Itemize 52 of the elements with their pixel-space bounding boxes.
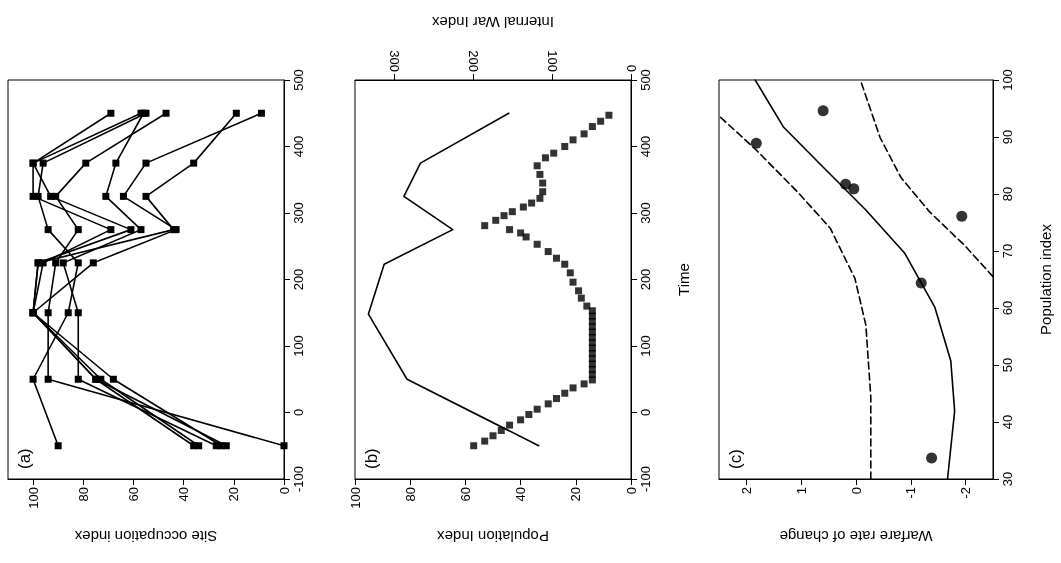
y-tick-label: 100 — [638, 335, 653, 357]
x-tick-label: 80 — [402, 487, 418, 502]
y-tick-label: 400 — [291, 135, 306, 158]
y-tick-label: -100 — [291, 465, 306, 493]
x2-tick-label: 0 — [623, 64, 639, 72]
y-axis-title: Population index — [1037, 223, 1054, 335]
y-tick-label: 500 — [291, 69, 306, 91]
x-axis-title: Site occupation index — [74, 528, 218, 545]
y-tick-label: 300 — [291, 202, 306, 224]
annotation: (a) — [15, 448, 34, 469]
y-tick-label: -100 — [638, 465, 653, 493]
x-tick-label: 20 — [226, 487, 242, 502]
x-tick-label: 1 — [793, 487, 809, 495]
y-tick-label: 100 — [291, 335, 306, 357]
y-tick-label: 50 — [1000, 357, 1015, 373]
y-tick-label: 70 — [1000, 243, 1015, 259]
annotation: (c) — [726, 449, 745, 469]
x-axis-title: Population Index — [436, 528, 549, 545]
x-tick-label: 0 — [848, 487, 864, 495]
x-axis-title: Warfare rate of change — [779, 528, 933, 545]
x2-tick-label: 200 — [465, 50, 481, 72]
y-tick-label: 60 — [1000, 300, 1015, 316]
y-tick-label: 200 — [291, 268, 306, 291]
y-tick-label: 40 — [1000, 414, 1015, 430]
x-tick-label: 40 — [513, 487, 529, 502]
y-tick-label: 400 — [638, 135, 653, 158]
x-tick-label: 100 — [347, 487, 363, 509]
x-tick-label: 100 — [25, 487, 41, 509]
x2-tick-label: 100 — [544, 50, 560, 72]
x-tick-label: 0 — [276, 487, 292, 495]
y-tick-label: 200 — [638, 268, 653, 291]
y-tick-label: 0 — [291, 408, 306, 417]
x-tick-label: -2 — [958, 487, 974, 499]
annotation: (b) — [362, 448, 381, 469]
x2-axis-title: Internal War Index — [431, 14, 554, 31]
x-tick-label: 0 — [623, 487, 639, 495]
y-tick-label: 80 — [1000, 186, 1015, 202]
x-tick-label: 40 — [176, 487, 192, 502]
y-axis-title: Time — [675, 263, 692, 296]
y-tick-label: 0 — [638, 408, 653, 417]
x2-tick-label: 300 — [386, 50, 402, 72]
x-tick-label: 80 — [75, 487, 91, 502]
x-tick-label: 20 — [568, 487, 584, 502]
x-tick-label: 60 — [125, 487, 141, 502]
y-tick-label: 300 — [638, 202, 653, 224]
y-tick-label: 90 — [1000, 129, 1015, 145]
y-tick-label: 30 — [1000, 471, 1015, 487]
x-tick-label: 60 — [457, 487, 473, 502]
x-tick-label: 2 — [738, 487, 754, 495]
y-tick-label: 100 — [1000, 69, 1015, 91]
y-tick-label: 500 — [638, 69, 653, 91]
x-tick-label: -1 — [903, 487, 919, 499]
